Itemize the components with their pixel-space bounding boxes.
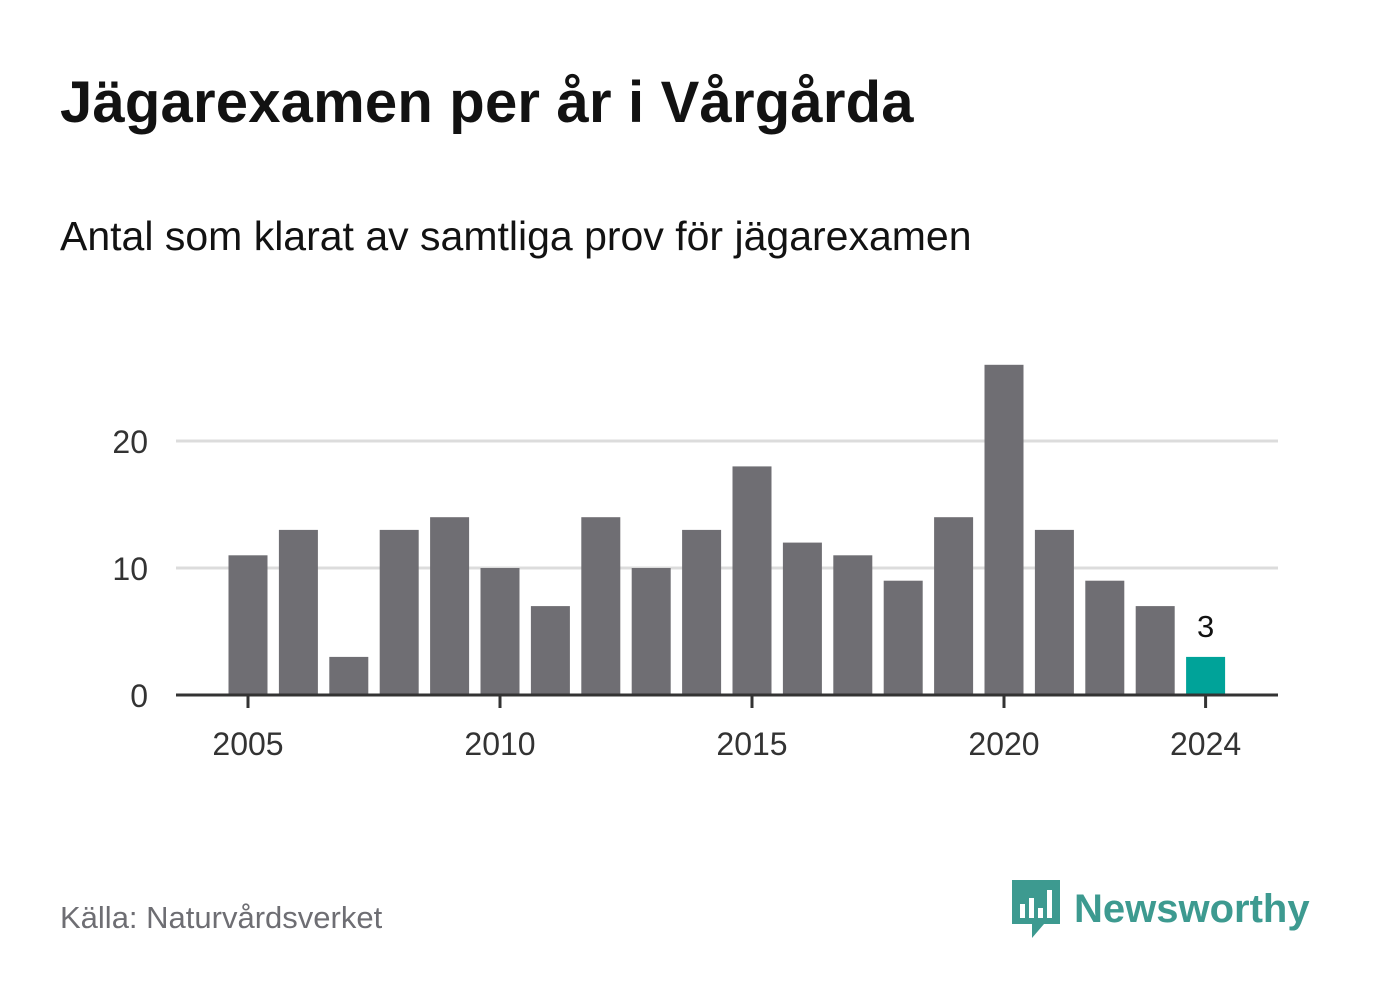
bar	[530, 606, 570, 695]
chart-subtitle: Antal som klarat av samtliga prov för jä…	[60, 213, 972, 259]
labels: 0 10 20 3 2005 2010 2015 2020 2024	[112, 424, 1241, 762]
y-tick-label: 0	[130, 678, 148, 714]
bar	[329, 656, 369, 695]
bar	[682, 529, 722, 695]
bar	[984, 364, 1024, 695]
bar	[581, 517, 621, 695]
x-tick-label: 2010	[464, 726, 535, 762]
y-tick-label: 10	[112, 551, 148, 587]
data-label: 3	[1197, 609, 1214, 644]
bar	[631, 568, 671, 695]
bar	[833, 555, 873, 695]
brand-name: Newsworthy	[1074, 887, 1310, 931]
source-note: Källa: Naturvårdsverket	[60, 900, 383, 935]
chart-title: Jägarexamen per år i Vårgårda	[60, 70, 914, 135]
bars	[228, 364, 1226, 695]
bar	[883, 580, 923, 695]
bar	[1085, 580, 1125, 695]
bar	[732, 466, 772, 695]
bar	[1034, 529, 1074, 695]
x-tick-label: 2024	[1170, 726, 1241, 762]
x-tick-label: 2020	[968, 726, 1039, 762]
bar-highlight	[1186, 656, 1226, 695]
x-tick-label: 2015	[716, 726, 787, 762]
x-tick-label: 2005	[212, 726, 283, 762]
y-tick-label: 20	[112, 424, 148, 460]
bar	[934, 517, 974, 695]
bar	[278, 529, 318, 695]
bar	[430, 517, 470, 695]
gridlines	[176, 439, 1278, 570]
bar	[782, 542, 822, 695]
axes	[176, 693, 1278, 708]
brand-logo: Newsworthy	[1010, 876, 1310, 942]
bar	[379, 529, 419, 695]
bar	[1135, 606, 1175, 695]
newsworthy-logo-icon	[1012, 880, 1060, 938]
bar	[480, 568, 520, 695]
bar	[228, 555, 268, 695]
